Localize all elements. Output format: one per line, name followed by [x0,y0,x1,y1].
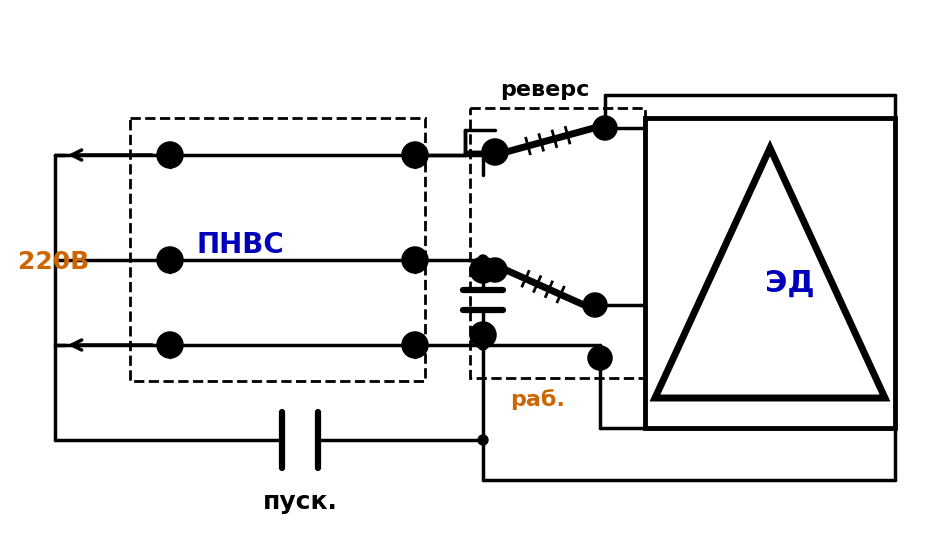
Circle shape [483,140,507,164]
Text: ЭД: ЭД [765,269,815,298]
Circle shape [589,347,611,369]
Circle shape [471,258,495,282]
Circle shape [584,294,606,316]
Text: раб.: раб. [510,390,565,410]
Bar [470,108,645,378]
Bar [130,118,425,381]
Bar [645,118,895,428]
Circle shape [158,143,182,167]
Text: пуск.: пуск. [263,490,338,514]
Text: 220В: 220В [18,250,89,274]
Circle shape [478,340,488,350]
Circle shape [478,255,488,265]
Circle shape [478,435,488,445]
Circle shape [403,248,427,272]
Circle shape [158,333,182,357]
Circle shape [471,323,495,347]
Text: ПНВС: ПНВС [196,231,284,259]
Circle shape [594,117,616,139]
Circle shape [403,143,427,167]
Circle shape [484,259,506,281]
Text: реверс: реверс [500,80,590,100]
Circle shape [484,141,506,163]
Circle shape [158,248,182,272]
Circle shape [403,333,427,357]
